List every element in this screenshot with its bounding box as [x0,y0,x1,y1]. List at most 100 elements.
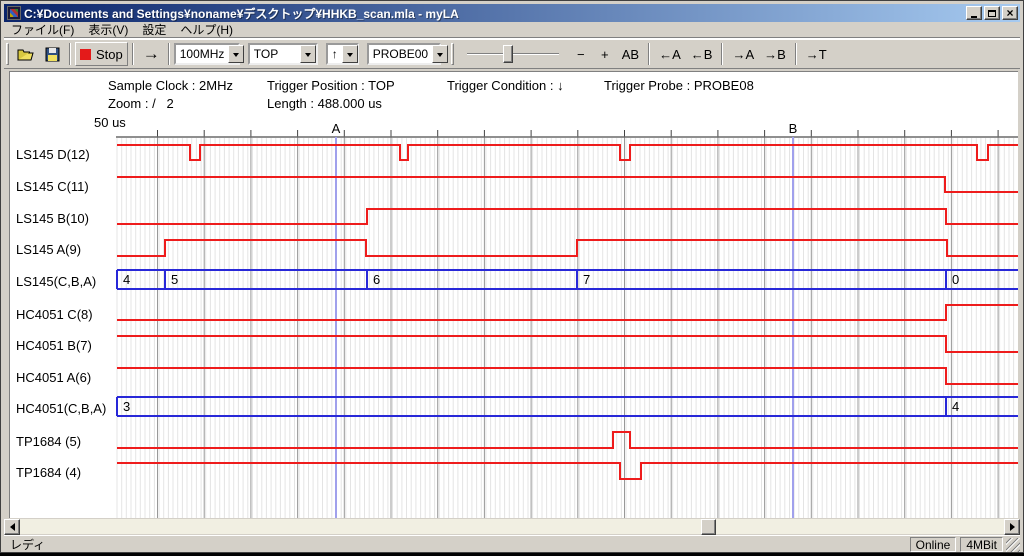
toolbar-grip[interactable] [450,43,454,65]
waveform-plot[interactable]: 4 5 6 7 0 3 4 [10,72,1019,519]
signal-label-1: LS145 C(11) [16,178,89,194]
window-title: C:¥Documents and Settings¥noname¥デスクトップ¥… [24,6,459,21]
signal-label-3: LS145 A(9) [16,242,82,257]
maximize-button[interactable] [984,6,1000,20]
save-button[interactable] [40,42,65,66]
trigger-position-select[interactable]: TOP [247,43,318,65]
triangle-right-icon [1009,523,1019,531]
menu-file[interactable]: ファイル(F) [11,22,75,37]
zoom-slider[interactable] [466,43,559,65]
horizontal-scrollbar[interactable] [4,518,1020,535]
grid-minor-lines [116,138,1015,518]
signal-label-8: HC4051(C,B,A) [16,400,107,416]
bus-value-label: 3 [123,399,130,414]
waveform-trace-7 [117,367,1018,385]
waveform-client-area: Sample Clock : 2MHz Trigger Position : T… [9,71,1018,518]
signal-label-9: TP1684 (5) [16,434,82,449]
bus-value-label: 4 [952,399,959,414]
sample-clock-info: Sample Clock : 2MHz [108,78,233,93]
zoom-info: Zoom : / 2 [108,96,174,111]
waveform-trace-1 [117,176,1018,193]
minimize-icon [971,15,977,18]
menu-help[interactable]: ヘルプ(H) [180,22,234,37]
scroll-right-button[interactable] [1004,519,1020,535]
signal-label-4: LS145(C,B,A) [16,273,97,289]
waveform-trace-5 [117,304,1018,321]
toolbar-separator [648,43,651,65]
scrollbar-thumb[interactable] [701,519,716,535]
bus-value-label: 7 [583,272,590,287]
bus-trace-8 [117,396,1018,417]
goto-marker-a-button[interactable]: →A [732,46,755,62]
memory-status-badge: 4MBit [960,536,1003,552]
signal-label-6: HC4051 B(7) [16,338,92,353]
trigger-position-info: Trigger Position : TOP [267,78,395,93]
stop-label: Stop [96,46,123,62]
maximize-icon [988,9,996,17]
zoom-slider-thumb[interactable] [502,45,513,63]
waveform-trace-6 [117,335,1018,353]
signal-label-7: HC4051 A(6) [16,370,92,385]
triangle-left-icon [6,523,15,531]
save-floppy-icon [45,47,60,61]
marker-b-label: B [788,121,798,136]
trigger-edge-value: ↑ [331,47,338,61]
trigger-probe-info: Trigger Probe : PROBE08 [604,78,754,93]
marker-a-label: A [331,121,341,136]
chevron-down-icon[interactable] [299,45,316,63]
toolbar-grip[interactable] [6,43,9,65]
bus-transitions-4 [116,270,947,289]
toolbar-separator [721,43,724,65]
signal-label-10: TP1684 (4) [16,465,82,480]
zoom-out-button[interactable]: − [576,46,585,62]
trigger-edge-select[interactable]: ↑ [325,43,359,65]
bus-value-label: 4 [123,272,130,287]
resize-grip[interactable] [1006,538,1020,552]
goto-marker-b-button[interactable]: →B [764,46,786,62]
scroll-left-button[interactable] [4,519,20,535]
stop-button[interactable]: Stop [75,42,128,66]
goto-trigger-button[interactable]: →T [805,46,827,62]
sample-clock-select[interactable]: 100MHz [173,43,245,65]
trigger-condition-info: Trigger Condition : ↓ [447,78,564,93]
menu-bar: ファイル(F) 表示(V) 設定 ヘルプ(H) [4,23,1020,38]
bus-value-label: 6 [373,272,380,287]
chevron-down-icon[interactable] [341,45,358,63]
close-button[interactable]: × [1002,6,1018,20]
open-file-button[interactable] [12,42,40,66]
minimize-button[interactable] [966,6,982,20]
set-marker-a-button[interactable]: ←A [659,46,681,62]
toolbar-separator [69,43,71,65]
trigger-probe-select[interactable]: PROBE00 [366,43,449,65]
menu-view[interactable]: 表示(V) [88,22,129,37]
chevron-down-icon[interactable] [228,45,245,63]
grid-tick-marks [157,130,999,137]
zoom-slider-track [466,53,559,55]
app-icon [7,6,21,20]
signal-label-5: HC4051 C(8) [16,306,93,322]
toolbar-separator [131,43,134,65]
open-folder-icon [17,49,34,60]
time-scale-label: 50 us [94,115,126,130]
waveform-trace-3 [117,239,1018,257]
bus-trace-4 [117,269,1018,290]
bus-value-label: 0 [952,272,959,287]
waveform-trace-10 [117,462,1018,480]
toolbar-separator [794,43,797,65]
signal-label-0: LS145 D(12) [16,146,90,162]
status-bar: レディ Online 4MBit [4,535,1020,552]
close-icon: × [1006,5,1014,20]
zoom-in-button[interactable]: + [600,46,609,62]
chevron-down-icon[interactable] [432,45,449,63]
grid-major-lines [157,137,999,518]
waveform-trace-0 [117,144,1018,161]
trigger-position-value: TOP [253,47,279,61]
menu-settings[interactable]: 設定 [142,22,167,37]
run-button[interactable]: → [142,44,160,63]
trigger-probe-value: PROBE00 [372,47,429,61]
set-marker-b-button[interactable]: ←B [690,46,713,62]
title-bar[interactable]: C:¥Documents and Settings¥noname¥デスクトップ¥… [4,4,1020,22]
signal-label-2: LS145 B(10) [16,210,89,226]
ab-range-button[interactable]: AB [621,46,640,62]
